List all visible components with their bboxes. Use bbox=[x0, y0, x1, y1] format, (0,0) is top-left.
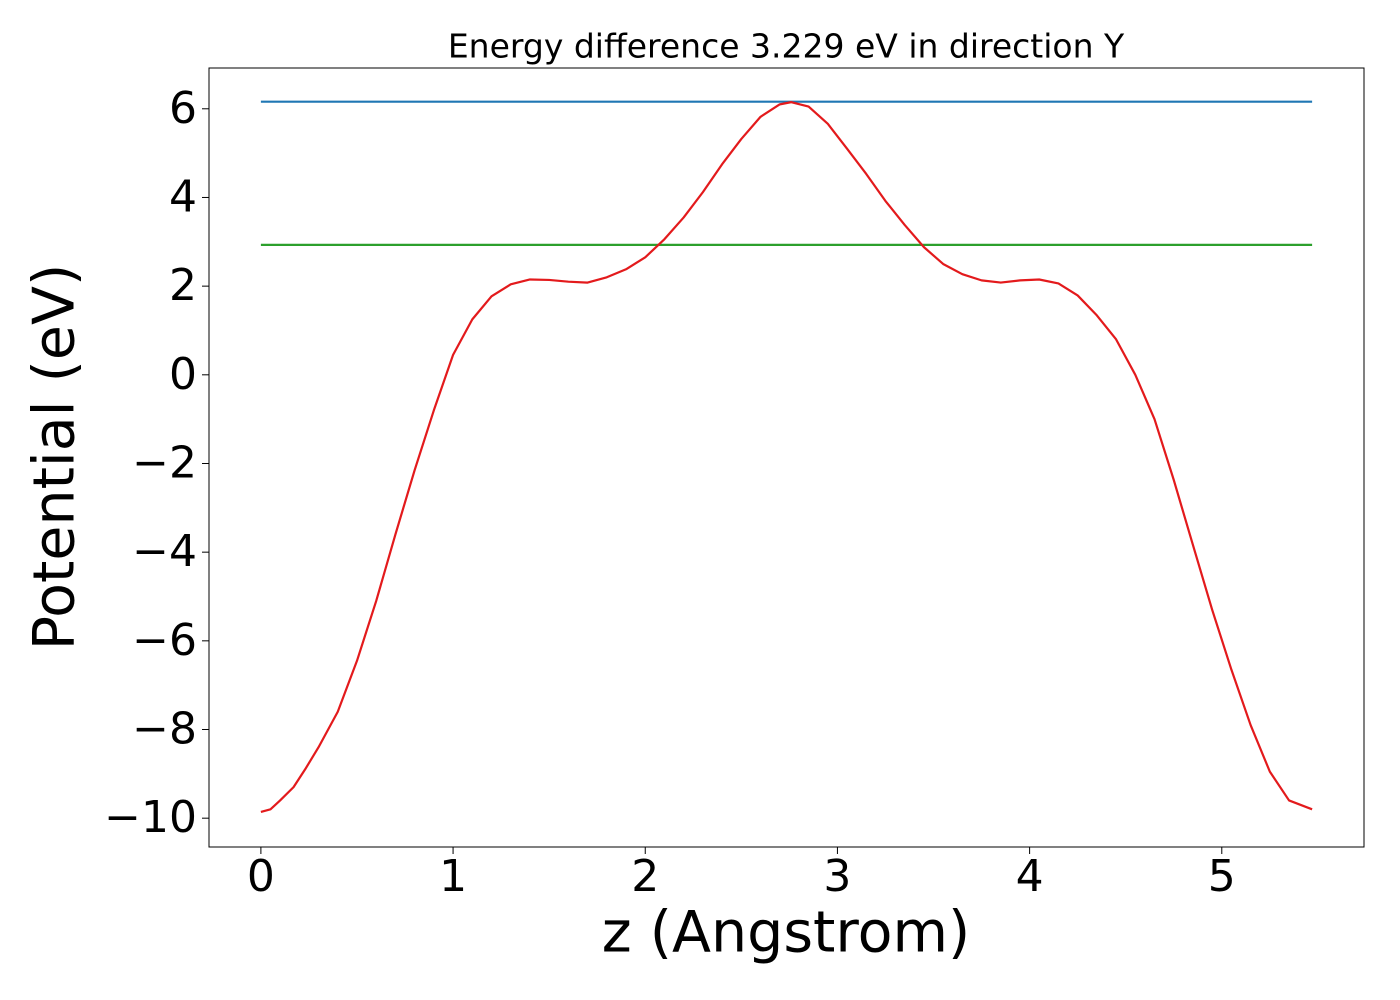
x-tick-label: 2 bbox=[631, 851, 659, 902]
x-tick-label: 1 bbox=[439, 851, 467, 902]
y-tick-label: −10 bbox=[104, 792, 197, 843]
x-tick-label: 4 bbox=[1016, 851, 1044, 902]
y-tick-label: 6 bbox=[169, 83, 197, 134]
x-axis-label: z (Angstrom) bbox=[602, 900, 970, 966]
x-tick-label: 5 bbox=[1208, 851, 1236, 902]
y-tick-label: −8 bbox=[132, 704, 197, 755]
y-tick-label: −6 bbox=[132, 615, 197, 666]
y-tick-label: −4 bbox=[132, 526, 197, 577]
x-tick-label: 0 bbox=[247, 851, 275, 902]
y-tick-label: 2 bbox=[169, 260, 197, 311]
y-axis-label: Potential (eV) bbox=[22, 264, 88, 650]
x-tick-label: 3 bbox=[823, 851, 851, 902]
y-tick-label: −2 bbox=[132, 437, 197, 488]
y-tick-label: 0 bbox=[169, 349, 197, 400]
plot-frame bbox=[208, 67, 1365, 848]
y-tick-label: 4 bbox=[169, 171, 197, 222]
data-line bbox=[260, 101, 1313, 814]
chart-title: Energy difference 3.229 eV in direction … bbox=[448, 27, 1125, 66]
